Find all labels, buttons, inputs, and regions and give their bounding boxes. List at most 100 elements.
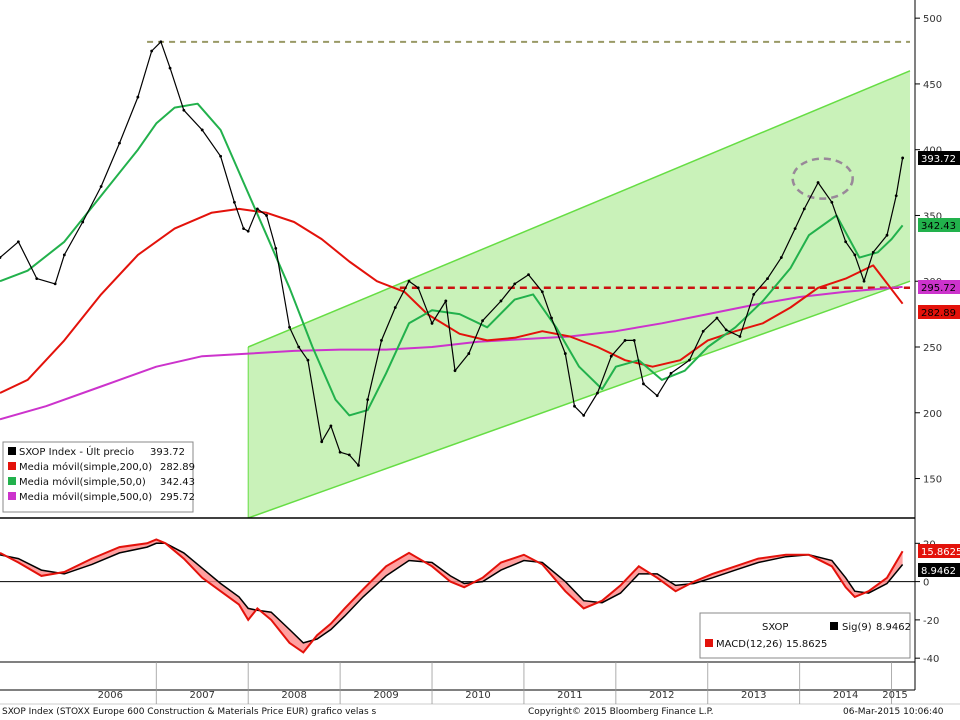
macd-legend-title: SXOP	[762, 622, 788, 633]
price-point-42	[540, 290, 544, 294]
price-point-43	[550, 316, 553, 320]
macd-ytick-label-0: 0	[923, 578, 929, 589]
legend-swatch-signal	[830, 622, 838, 630]
price-point-24	[320, 440, 324, 444]
price-point-55	[701, 329, 705, 333]
price-point-61	[779, 256, 783, 259]
legend-swatch-price	[8, 447, 16, 455]
macd-legend-box	[699, 612, 911, 659]
macd-legend: SXOP Sig(9) 8.9462 MACD(12,26) 15.8625	[699, 612, 911, 659]
x-label-2015: 2015	[882, 690, 907, 701]
value-badges: 393.72 342.43 295.72 282.89 15.8625 8.9462	[918, 151, 960, 577]
main-legend: SXOP Index - Últ precio 393.72 Media móv…	[2, 441, 195, 513]
price-point-13	[200, 128, 204, 132]
price-point-62	[793, 227, 797, 231]
price-point-22	[297, 345, 301, 349]
legend-value-macd: 15.8625	[786, 639, 827, 650]
channel-lower-line	[247, 280, 911, 518]
legend-value-ma500: 295.72	[160, 492, 195, 503]
price-point-57	[724, 328, 728, 332]
price-point-51	[642, 382, 645, 386]
legend-label-signal: Sig(9)	[842, 622, 872, 633]
price-point-31	[393, 306, 397, 309]
legend-value-ma200: 282.89	[160, 462, 195, 473]
macd-ytick-label--40: -40	[923, 654, 939, 665]
legend-label-ma200: Media móvil(simple,200,0)	[19, 461, 152, 473]
price-point-37	[467, 352, 471, 355]
price-point-69	[871, 250, 875, 254]
x-label-2013: 2013	[741, 690, 766, 701]
price-point-34	[430, 321, 434, 325]
price-point-58	[738, 335, 742, 338]
price-point-63	[802, 207, 806, 211]
price-point-35	[444, 299, 448, 303]
price-point-60	[766, 277, 769, 280]
price-point-36	[453, 369, 457, 373]
ytick-label-200: 200	[923, 409, 942, 420]
price-point-5	[81, 220, 85, 224]
top-pattern-ellipse	[791, 157, 854, 200]
badge-signal-text: 8.9462	[921, 566, 956, 577]
badge-signal-bg	[918, 563, 960, 577]
badge-price-bg	[918, 151, 960, 165]
legend-label-ma50: Media móvil(simple,50,0)	[19, 476, 146, 488]
main-series-layer	[0, 40, 905, 467]
price-point-26	[338, 450, 342, 454]
price-point-0	[0, 256, 2, 259]
price-point-40	[513, 282, 517, 286]
price-point-30	[380, 339, 383, 342]
price-point-12	[182, 108, 186, 112]
price-point-10	[159, 40, 163, 44]
macd-line	[0, 538, 904, 654]
price-point-2	[35, 277, 39, 280]
price-point-16	[242, 227, 245, 231]
x-label-2006: 2006	[98, 690, 123, 701]
price-point-14	[219, 154, 223, 158]
price-point-7	[118, 141, 121, 145]
ma200-line	[0, 207, 904, 394]
badge-macd-text: 15.8625	[921, 547, 960, 558]
x-label-2014: 2014	[833, 690, 858, 701]
ma50-line	[0, 102, 904, 417]
price-point-46	[582, 414, 586, 417]
price-point-32	[407, 279, 411, 283]
price-point-6	[99, 185, 103, 188]
price-point-41	[527, 273, 530, 277]
legend-swatch-ma500	[8, 492, 16, 500]
badge-price-text: 393.72	[921, 154, 956, 165]
channel-fill	[248, 70, 910, 518]
legend-swatch-macd	[705, 639, 713, 647]
price-point-25	[329, 424, 333, 428]
price-point-53	[669, 371, 673, 375]
price-point-44	[563, 352, 567, 355]
y-axis-main: 150200250300350400450500	[915, 14, 942, 486]
x-label-2011: 2011	[557, 690, 582, 701]
price-point-28	[357, 463, 360, 467]
badge-ma50-text: 342.43	[921, 221, 956, 232]
price-point-1	[16, 240, 20, 244]
annotation-layer	[147, 40, 910, 290]
price-point-66	[844, 240, 848, 244]
price-point-65	[830, 200, 834, 204]
footer-left: SXOP Index (STOXX Europe 600 Constructio…	[2, 707, 376, 717]
price-point-38	[481, 319, 484, 323]
price-point-23	[306, 358, 310, 362]
price-point-70	[885, 233, 889, 237]
price-point-17	[246, 229, 250, 233]
price-point-33	[416, 286, 420, 290]
legend-label-ma500: Media móvil(simple,500,0)	[19, 491, 152, 503]
badge-ma200-bg	[918, 305, 960, 319]
legend-swatch-ma50	[8, 477, 16, 485]
x-label-2012: 2012	[649, 690, 674, 701]
ytick-label-350: 350	[923, 211, 942, 222]
legend-label-macd: MACD(12,26)	[716, 639, 783, 650]
legend-value-price: 393.72	[150, 447, 185, 458]
x-label-2007: 2007	[189, 690, 214, 701]
x-label-2010: 2010	[465, 690, 490, 701]
footer-center: Copyright© 2015 Bloomberg Finance L.P.	[528, 707, 713, 717]
ytick-label-450: 450	[923, 80, 942, 91]
x-label-2009: 2009	[373, 690, 398, 701]
price-point-49	[623, 339, 627, 342]
price-point-47	[596, 391, 599, 395]
badge-ma500-text: 295.72	[921, 283, 956, 294]
